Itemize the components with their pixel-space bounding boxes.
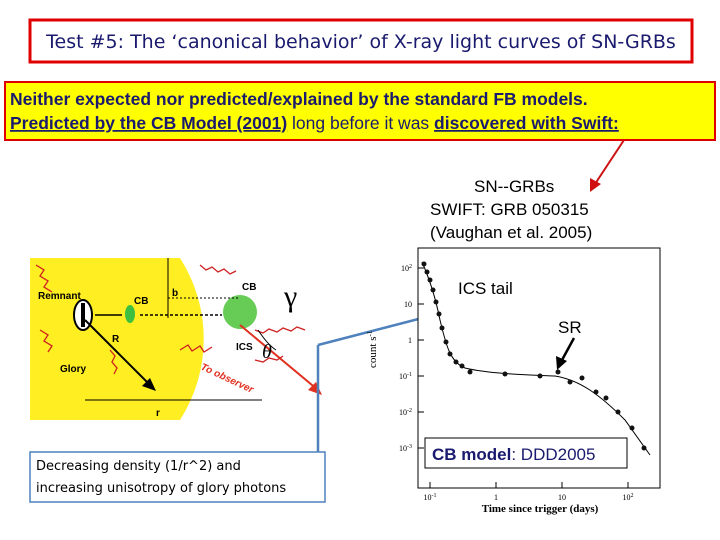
diagram-label: b	[172, 288, 178, 299]
source-line: (Vaughan et al. 2005)	[430, 223, 592, 242]
arrow	[594, 139, 625, 185]
tick-base: 10	[399, 444, 407, 453]
tick-base: 1	[494, 493, 498, 502]
tick-label: 10	[558, 493, 566, 502]
tick-base: 10	[404, 300, 412, 309]
x-axis-label: Time since trigger (days)	[482, 503, 599, 515]
connector	[317, 314, 431, 347]
caption-line: Decreasing density (1/r^2) and	[36, 459, 241, 474]
tick-label: 1	[408, 336, 412, 345]
model-box	[424, 437, 628, 469]
points	[421, 261, 647, 451]
model-label: CB model: DDD2005	[432, 445, 595, 464]
model-curve	[421, 261, 651, 456]
source-line: SN--GRBs	[474, 177, 554, 196]
tick-exp: 2	[409, 264, 412, 270]
diagram-label: r	[156, 408, 160, 419]
cb-large	[223, 295, 257, 329]
glory-region	[30, 258, 204, 420]
banner-underlined: discovered with Swift:	[434, 113, 619, 133]
tick-base: 10	[623, 493, 631, 502]
title-box	[28, 18, 694, 64]
annotation: ICS tail	[458, 279, 513, 298]
observer-arrow	[239, 324, 319, 391]
tick-exp: -1	[432, 493, 437, 499]
annotation: SR	[558, 318, 582, 337]
banner-underlined: Predicted by the CB Model (2001)	[10, 113, 287, 133]
tick-base: 10	[401, 264, 409, 273]
model-label-rest: : DDD2005	[511, 445, 595, 464]
tick-base: 10	[558, 493, 566, 502]
model-label-bold: CB model	[432, 445, 511, 464]
y-axis-label-text: count s	[367, 337, 379, 368]
tick-label: 102	[401, 264, 412, 273]
tick-label: 1	[494, 493, 498, 502]
tick-exp: -3	[407, 444, 412, 450]
diagram: Remnant CB b CB ICS R Glory To observer …	[30, 258, 322, 420]
tick-label: 10	[404, 300, 412, 309]
cb-small	[125, 305, 135, 323]
caption-line: increasing unisotropy of glory photons	[36, 481, 286, 496]
tick-exp: 2	[631, 493, 634, 499]
tick-base: 10	[399, 408, 407, 417]
diagram-label: γ	[283, 280, 297, 313]
diagram-label: R	[112, 334, 120, 345]
y-axis-label-exp: -1	[366, 330, 374, 336]
tick-label: 10-1	[399, 372, 412, 381]
diagram-label: ICS	[236, 342, 253, 353]
tick-label: 102	[623, 493, 634, 502]
title: Test #5: The ‘canonical behavior’ of X-r…	[45, 31, 676, 53]
tick-exp: -1	[407, 372, 412, 378]
tick-base: 10	[424, 493, 432, 502]
banner-plain: long before it was	[287, 113, 434, 133]
tick-exp: -2	[407, 408, 412, 414]
diagram-label: CB	[134, 296, 148, 307]
diagram-label: Remnant	[38, 291, 81, 302]
diagram-label: To observer	[199, 362, 256, 396]
arrow-head	[590, 178, 601, 192]
tick-base: 1	[408, 336, 412, 345]
tick-label: 10-3	[399, 444, 412, 453]
diagram-label: Glory	[60, 364, 87, 375]
diagram-label: θ	[262, 341, 272, 363]
caption-box	[29, 451, 326, 503]
arrow-head	[142, 378, 156, 391]
source-line: SWIFT: GRB 050315	[430, 200, 589, 219]
y-axis-label: count s-1	[366, 330, 379, 368]
tick-base: 10	[399, 372, 407, 381]
r-arrow	[84, 319, 151, 386]
photon-waves	[35, 264, 306, 375]
tick-label: 10-2	[399, 408, 412, 417]
diagram-label: CB	[242, 282, 256, 293]
theta-arc	[257, 329, 277, 351]
banner-line2: Predicted by the CB Model (2001) long be…	[10, 113, 619, 133]
banner-box	[4, 81, 716, 141]
tick-label: 10-1	[424, 493, 437, 502]
arrow	[560, 337, 576, 361]
banner-line1: Neither expected nor predicted/explained…	[10, 89, 588, 109]
arrow-head	[556, 356, 567, 370]
